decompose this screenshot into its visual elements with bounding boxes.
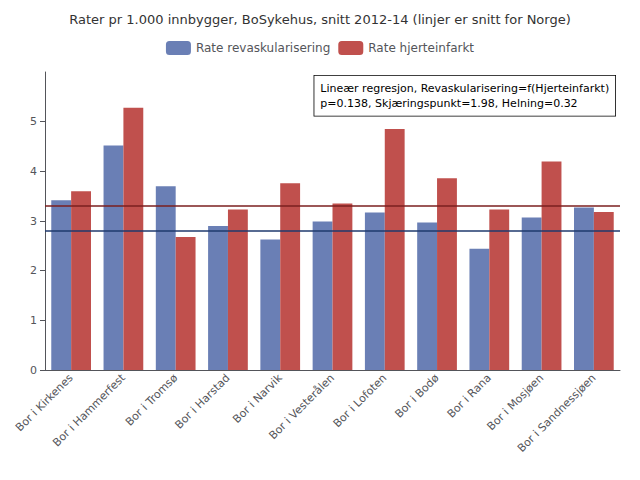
- svg-text:Bor i Tromsø: Bor i Tromsø: [123, 371, 181, 429]
- svg-text:3: 3: [30, 215, 37, 228]
- svg-text:Bor i Sandnessjøen: Bor i Sandnessjøen: [515, 371, 599, 455]
- svg-text:Rate hjerteinfarkt: Rate hjerteinfarkt: [368, 41, 474, 55]
- svg-text:Bor i Vesterålen: Bor i Vesterålen: [266, 371, 337, 442]
- svg-text:p=0.138, Skjæringspunkt=1.98,: p=0.138, Skjæringspunkt=1.98, Helning=0.…: [320, 97, 577, 110]
- svg-text:Bor i Harstad: Bor i Harstad: [172, 371, 232, 431]
- svg-text:Bor i Narvik: Bor i Narvik: [230, 371, 285, 426]
- svg-text:4: 4: [30, 165, 37, 178]
- svg-text:Bor i Bodø: Bor i Bodø: [392, 371, 442, 421]
- svg-text:Lineær regresjon, Revaskularis: Lineær regresjon, Revaskularisering=f(Hj…: [320, 82, 609, 95]
- svg-text:Bor i Mosjøen: Bor i Mosjøen: [484, 371, 547, 434]
- svg-text:2: 2: [30, 264, 37, 277]
- svg-text:0: 0: [30, 364, 37, 377]
- svg-text:Bor i Lofoten: Bor i Lofoten: [331, 371, 390, 430]
- svg-text:Bor i Kirkenes: Bor i Kirkenes: [13, 371, 76, 435]
- svg-text:Bor i Rana: Bor i Rana: [445, 371, 494, 420]
- svg-text:Rater pr 1.000 innbygger, BoSy: Rater pr 1.000 innbygger, BoSykehus, sni…: [69, 12, 570, 27]
- svg-text:5: 5: [30, 115, 37, 128]
- svg-text:1: 1: [30, 314, 37, 327]
- svg-text:Rate revaskularisering: Rate revaskularisering: [196, 41, 330, 55]
- svg-text:Bor i Hammerfest: Bor i Hammerfest: [50, 371, 128, 449]
